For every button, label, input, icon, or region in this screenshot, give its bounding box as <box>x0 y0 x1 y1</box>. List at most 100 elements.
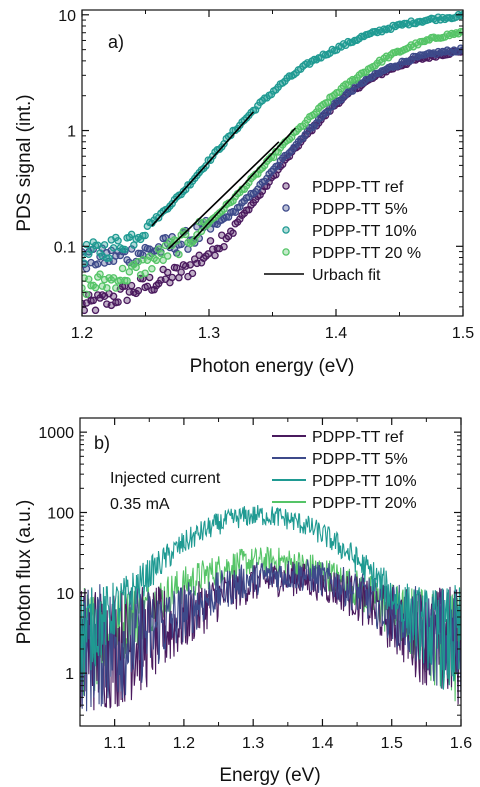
series-line-p10 <box>80 505 461 690</box>
data-point <box>130 241 138 249</box>
legend-label-p5: PDPP-TT 5% <box>312 451 408 468</box>
data-point <box>175 250 183 259</box>
x-tick-label: 1.6 <box>450 735 472 752</box>
data-point <box>229 229 237 237</box>
panel-b-label: b) <box>94 433 110 453</box>
data-point <box>211 251 219 260</box>
panel-b-y-axis-title: Photon flux (a.u.) <box>14 500 35 645</box>
x-tick-label: 1.3 <box>198 325 220 342</box>
y-tick-label: 10 <box>58 8 76 25</box>
data-point <box>94 241 102 249</box>
data-point <box>123 296 131 305</box>
data-point <box>157 249 165 258</box>
data-point <box>127 230 136 239</box>
panel-b-frame <box>79 417 462 727</box>
data-point <box>148 265 156 273</box>
data-point <box>91 283 100 292</box>
panel-b-x-ticks: 1.1 1.2 1.3 1.4 1.5 1.6 <box>104 418 472 752</box>
data-point <box>100 241 109 249</box>
data-point <box>85 275 93 283</box>
data-point <box>222 213 231 221</box>
x-tick-label: 1.2 <box>173 735 195 752</box>
data-point <box>220 242 228 251</box>
data-point <box>163 252 172 260</box>
data-point <box>94 260 102 268</box>
x-tick-label: 1.5 <box>452 325 474 342</box>
data-point <box>103 284 111 292</box>
data-point <box>112 284 120 292</box>
panel-b-y-ticks: 1 10 100 1000 <box>38 425 461 716</box>
y-tick-label: 100 <box>47 505 74 522</box>
y-tick-label: 1 <box>65 666 74 683</box>
x-tick-label: 1.4 <box>311 735 333 752</box>
panel-a-label: a) <box>108 32 124 52</box>
data-point <box>204 250 212 258</box>
y-tick-label: 10 <box>56 586 74 603</box>
legend-label-p20: PDPP-TT 20 % <box>312 245 421 262</box>
data-point <box>168 273 176 282</box>
data-point <box>159 256 167 265</box>
panel-a-markers <box>82 10 463 315</box>
data-point <box>127 281 136 290</box>
data-point <box>114 298 122 306</box>
series-p10 <box>82 10 463 268</box>
urbach-fit-line <box>151 111 255 227</box>
panel-b-annotation-current: Injected current <box>110 470 221 487</box>
data-point <box>89 296 98 305</box>
legend-label-p10: PDPP-TT 10% <box>312 223 417 240</box>
legend-label-fit: Urbach fit <box>312 267 381 284</box>
legend-marker-p10 <box>282 226 290 234</box>
data-point <box>186 261 194 269</box>
x-tick-label: 1.1 <box>104 735 126 752</box>
data-point <box>121 245 129 254</box>
legend-label-p10: PDPP-TT 10% <box>312 473 417 490</box>
panel-b-x-axis-title: Energy (eV) <box>219 765 320 786</box>
data-point <box>134 286 143 295</box>
data-point <box>141 269 149 277</box>
data-point <box>87 246 95 254</box>
data-point <box>152 256 161 265</box>
legend-marker-p5 <box>282 204 290 212</box>
data-point <box>105 254 113 262</box>
data-point <box>136 235 145 244</box>
x-tick-label: 1.5 <box>381 735 403 752</box>
data-point <box>82 259 89 268</box>
data-point <box>172 264 181 272</box>
data-point <box>123 276 131 285</box>
legend-label-p20: PDPP-TT 20% <box>312 495 417 512</box>
x-tick-label: 1.4 <box>325 325 347 342</box>
panel-a-y-ticks: 0.1 1 10 <box>54 8 463 308</box>
panel-b: 1.1 1.2 1.3 1.4 1.5 1.6 1 10 100 1000 b) Injecte… <box>14 417 472 786</box>
panel-a-plot-area <box>82 10 463 315</box>
panel-b-plot-area <box>80 505 461 712</box>
data-point <box>114 237 122 245</box>
series-p5 <box>82 44 463 273</box>
panel-a: 1.2 1.3 1.4 1.5 0.1 1 10 a) Photon energy (eV… <box>14 8 474 377</box>
legend-label-ref: PDPP-TT ref <box>312 429 404 446</box>
panel-a-y-axis-title: PDS signal (int.) <box>14 94 35 231</box>
x-tick-label: 1.2 <box>71 325 93 342</box>
data-point <box>188 269 197 278</box>
data-point <box>109 244 118 252</box>
legend-marker-ref <box>282 182 290 190</box>
data-point <box>378 58 386 66</box>
legend-label-ref: PDPP-TT ref <box>312 179 404 196</box>
x-tick-label: 1.3 <box>242 735 264 752</box>
urbach-fit-line <box>193 127 296 240</box>
urbach-fit-line <box>167 141 280 250</box>
data-point <box>91 306 100 315</box>
panel-a-frame <box>81 9 464 317</box>
series-p20 <box>82 27 463 299</box>
data-point <box>236 215 244 223</box>
data-point <box>312 108 321 116</box>
data-point <box>177 268 185 276</box>
data-point <box>141 231 149 240</box>
data-point <box>145 273 154 282</box>
legend-marker-p20 <box>282 248 290 256</box>
y-tick-label: 1000 <box>38 425 74 442</box>
panel-b-legend: PDPP-TT ref PDPP-TT 5% PDPP-TT 10% PDPP-TT … <box>272 429 417 512</box>
data-point <box>143 256 152 265</box>
data-point <box>206 237 215 245</box>
panel-b-annotation-value: 0.35 mA <box>110 496 170 513</box>
